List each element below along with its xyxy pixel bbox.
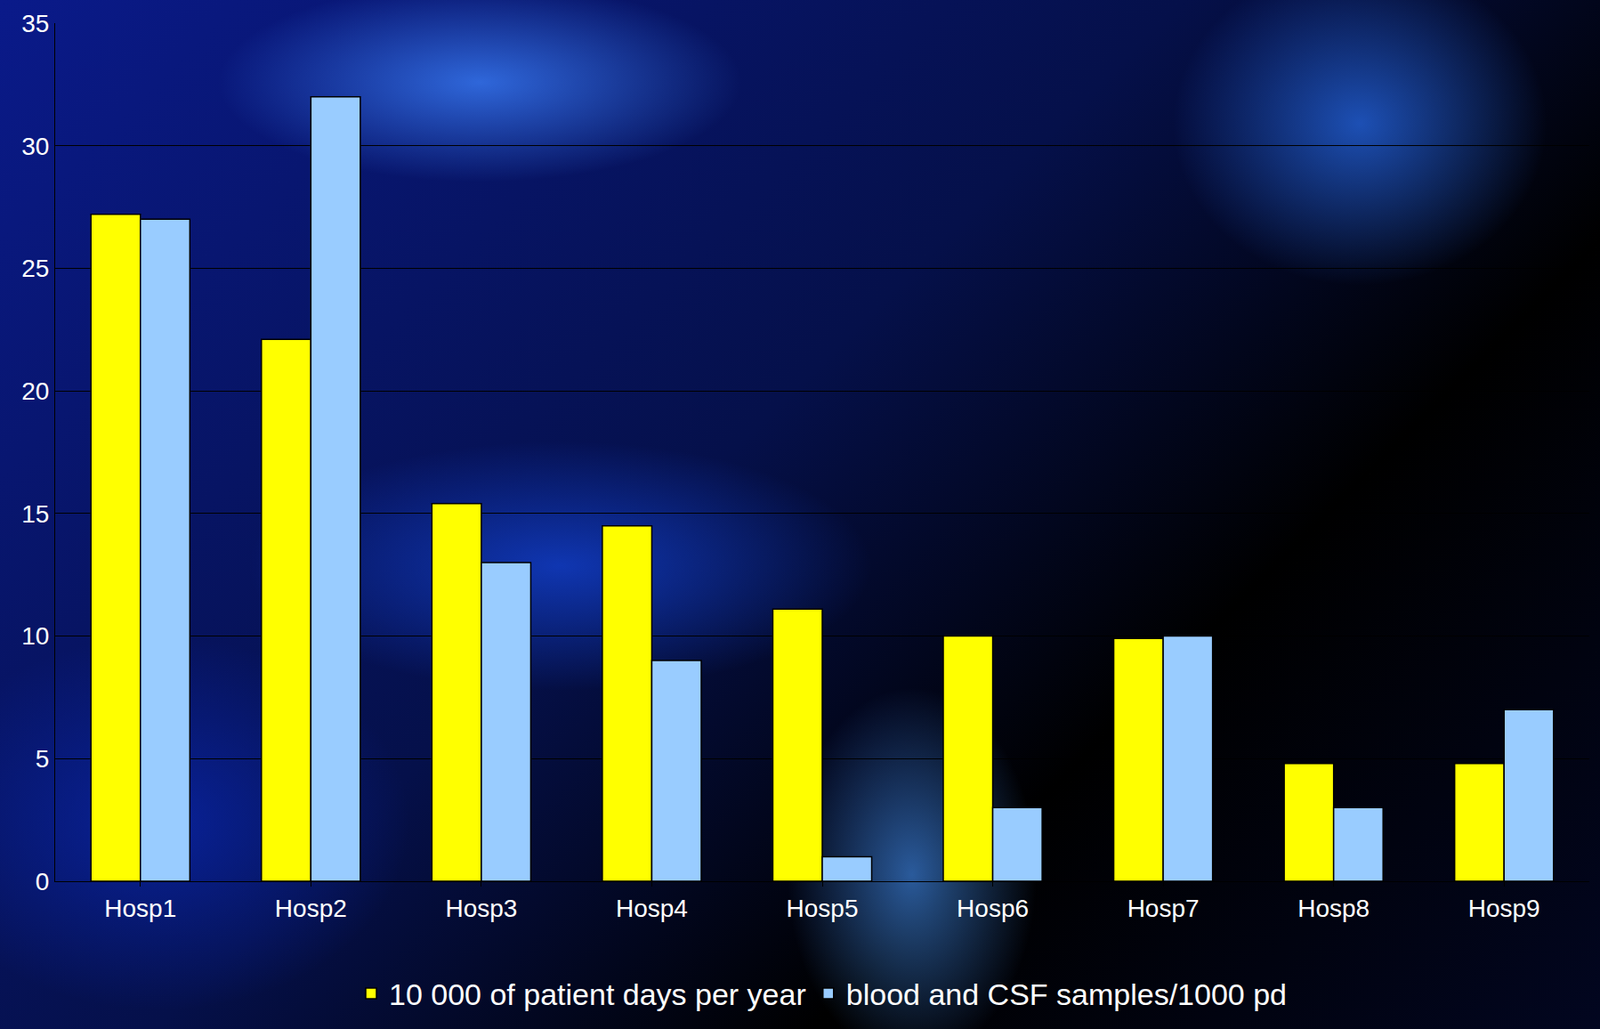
svg-text:25: 25 <box>21 254 49 283</box>
svg-text:Hosp1: Hosp1 <box>104 894 177 922</box>
svg-text:10 000 of patient days per yea: 10 000 of patient days per year <box>388 977 807 1011</box>
svg-text:Hosp2: Hosp2 <box>274 894 348 922</box>
svg-text:5: 5 <box>35 744 50 773</box>
svg-text:Hosp8: Hosp8 <box>1297 894 1370 922</box>
svg-text:0: 0 <box>35 867 50 896</box>
svg-text:Hosp9: Hosp9 <box>1468 894 1541 922</box>
svg-text:15: 15 <box>21 500 49 528</box>
svg-text:30: 30 <box>21 132 49 161</box>
svg-text:Hosp4: Hosp4 <box>615 894 688 922</box>
svg-text:35: 35 <box>21 9 49 38</box>
svg-text:10: 10 <box>21 622 49 650</box>
svg-text:Hosp3: Hosp3 <box>444 894 518 922</box>
svg-text:Hosp7: Hosp7 <box>1127 894 1200 922</box>
svg-text:20: 20 <box>21 377 49 405</box>
svg-text:Hosp5: Hosp5 <box>786 894 859 922</box>
svg-text:blood and CSF samples/1000 pd: blood and CSF samples/1000 pd <box>846 977 1287 1011</box>
svg-text:Hosp6: Hosp6 <box>956 894 1029 922</box>
